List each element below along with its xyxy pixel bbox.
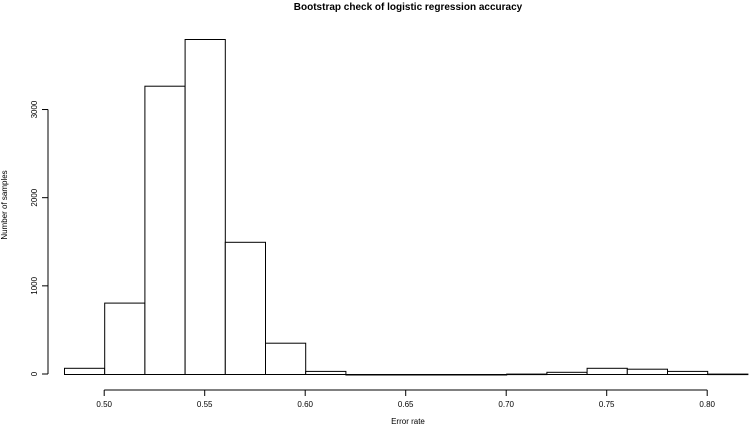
histogram-bar — [64, 367, 106, 375]
histogram-bar — [466, 374, 508, 376]
y-tick-label: 2000 — [30, 188, 39, 206]
histogram-bar — [626, 368, 668, 376]
y-tick-label: 1000 — [30, 276, 39, 294]
histogram-bar — [425, 374, 467, 376]
chart-title: Bootstrap check of logistic regression a… — [294, 2, 523, 13]
histogram-bar — [667, 370, 709, 375]
x-tick-label: 0.50 — [96, 400, 112, 409]
histogram-bar — [345, 374, 387, 376]
histogram-bar — [224, 241, 267, 375]
x-tick-label: 0.55 — [197, 400, 213, 409]
x-tick-label: 0.75 — [599, 400, 615, 409]
y-axis-label: Number of samples — [0, 170, 9, 239]
x-tick-label: 0.70 — [498, 400, 514, 409]
y-tick-label: 3000 — [30, 100, 39, 118]
x-tick-label: 0.80 — [699, 400, 715, 409]
histogram-bar — [144, 85, 186, 375]
x-axis-label: Error rate — [391, 417, 425, 426]
x-tick-label: 0.65 — [398, 400, 414, 409]
bars-group — [64, 39, 749, 376]
y-axis: 0 1000 2000 3000 — [30, 100, 49, 376]
x-axis: 0.50 0.55 0.60 0.65 0.70 0.75 0.80 — [96, 389, 716, 409]
y-tick-label: 0 — [30, 371, 39, 376]
histogram-bar — [586, 367, 628, 375]
histogram-bar — [305, 370, 347, 375]
histogram-bar — [385, 374, 427, 376]
histogram-bar — [506, 373, 548, 376]
histogram-bar — [707, 373, 749, 376]
x-tick-label: 0.60 — [297, 400, 313, 409]
histogram-bar — [104, 302, 146, 376]
histogram-bar — [184, 39, 226, 375]
histogram-bar — [265, 342, 307, 376]
histogram-bar — [546, 371, 588, 375]
